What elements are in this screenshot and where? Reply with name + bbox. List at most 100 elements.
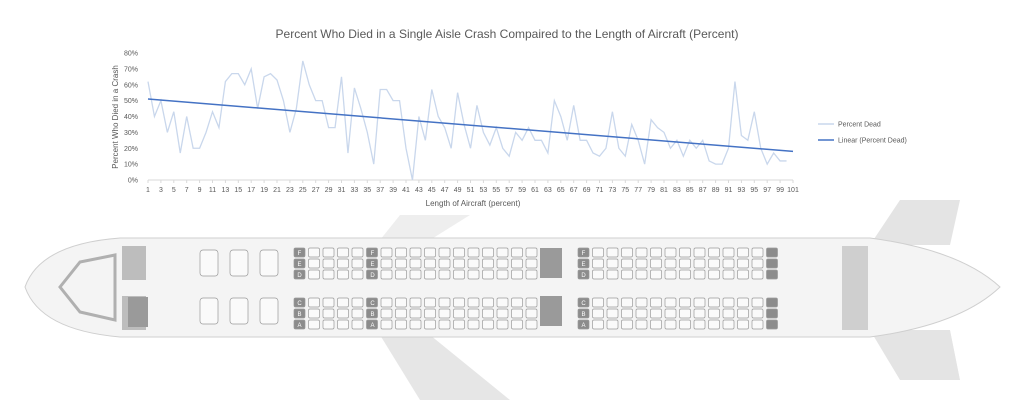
x-tick-label: 53 (480, 187, 488, 194)
seat (592, 247, 604, 258)
x-tick-label: 29 (325, 187, 333, 194)
seat (308, 297, 320, 308)
seat (635, 308, 648, 319)
seat (496, 308, 509, 319)
seat (592, 269, 604, 280)
seat (467, 269, 480, 280)
seat (322, 297, 335, 308)
seat-letter: F (298, 251, 302, 257)
seat (525, 247, 538, 258)
x-tick-label: 33 (351, 187, 359, 194)
seat (380, 258, 393, 269)
seat-letter: F (582, 251, 586, 257)
seat (635, 247, 648, 258)
y-tick-label: 20% (124, 146, 138, 153)
x-tick-label: 101 (787, 187, 799, 194)
seat-letter: E (370, 262, 374, 268)
lavatory (128, 297, 148, 327)
seat (409, 247, 422, 258)
series-line (147, 98, 794, 153)
seat (766, 258, 778, 269)
seat (722, 319, 735, 330)
lavatory (540, 248, 562, 278)
seat (635, 258, 648, 269)
seat (438, 319, 451, 330)
x-tick-label: 83 (673, 187, 681, 194)
tail (870, 330, 960, 380)
seat (766, 308, 778, 319)
seat (621, 247, 633, 258)
seat (259, 297, 279, 325)
seat (322, 258, 335, 269)
seat (708, 269, 720, 280)
y-tick-label: 40% (124, 114, 138, 121)
seat (453, 258, 465, 269)
seat (453, 269, 465, 280)
seat (366, 269, 378, 280)
x-tick-label: 99 (776, 187, 784, 194)
seat-letter: A (370, 323, 374, 329)
seat (737, 319, 749, 330)
chart-title: Percent Who Died in a Single Aisle Crash… (276, 27, 739, 41)
x-tick-label: 65 (557, 187, 565, 194)
seat (708, 258, 720, 269)
x-tick-label: 59 (518, 187, 526, 194)
seat (496, 247, 509, 258)
seat (679, 297, 691, 308)
seat (496, 269, 509, 280)
x-tick-label: 15 (234, 187, 242, 194)
tail (870, 200, 960, 245)
seat (199, 297, 219, 325)
seat (664, 319, 677, 330)
seat (679, 258, 691, 269)
seat (751, 297, 764, 308)
seat-letter: C (297, 301, 302, 307)
x-tick-label: 49 (454, 187, 462, 194)
legend-label: Percent Dead (838, 122, 881, 129)
seat (722, 258, 735, 269)
seat (766, 269, 778, 280)
x-tick-label: 1 (146, 187, 150, 194)
seat (482, 297, 494, 308)
seat (453, 308, 465, 319)
seat (679, 308, 691, 319)
seat (199, 249, 219, 277)
seat-letter: D (370, 273, 375, 279)
seat (722, 247, 735, 258)
seat (351, 247, 364, 258)
x-tick-label: 9 (198, 187, 202, 194)
seat (424, 319, 436, 330)
seat (606, 247, 619, 258)
seat (621, 258, 633, 269)
seat (366, 297, 378, 308)
seat (293, 269, 306, 280)
x-tick-label: 97 (763, 187, 771, 194)
seat (293, 247, 306, 258)
seat (293, 308, 306, 319)
seat (482, 269, 494, 280)
seat (606, 319, 619, 330)
series-line (147, 60, 787, 181)
seat-letter: C (370, 301, 375, 307)
seat (351, 319, 364, 330)
galley (842, 246, 868, 330)
x-tick-label: 95 (750, 187, 758, 194)
seat (577, 269, 590, 280)
seat (708, 247, 720, 258)
seat (664, 247, 677, 258)
seat (621, 269, 633, 280)
seat (693, 269, 706, 280)
seat (409, 297, 422, 308)
seat (664, 297, 677, 308)
seat (577, 247, 590, 258)
seat (751, 308, 764, 319)
x-tick-label: 31 (338, 187, 346, 194)
y-tick-label: 30% (124, 130, 138, 137)
seat (482, 319, 494, 330)
seat (482, 258, 494, 269)
seat-letter: A (581, 323, 585, 329)
seat (708, 319, 720, 330)
seat (395, 269, 407, 280)
seat (650, 258, 662, 269)
seat (525, 319, 538, 330)
